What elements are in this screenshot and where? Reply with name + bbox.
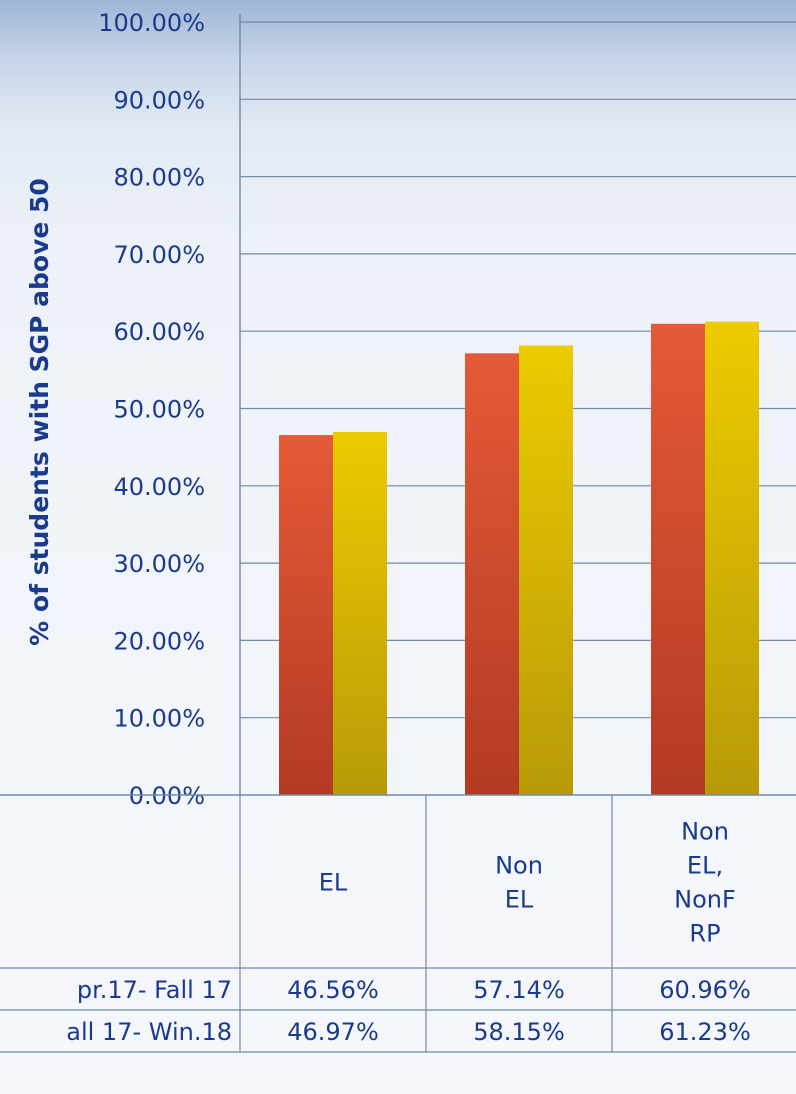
bar-series2-2 [519,345,573,795]
category-label: EL [319,869,348,897]
y-tick-label: 70.00% [113,241,205,269]
data-label: 46.56% [287,976,379,1004]
y-tick-label: 90.00% [113,86,205,114]
legend-series-name: pr.17- Fall 17 [77,976,232,1004]
data-label: 61.23% [659,1018,751,1046]
data-table: EL Non EL Non EL, NonF RP pr.17- Fall 17 46.56% 5… [0,794,796,1053]
y-tick-label: 20.00% [113,627,205,655]
data-label: 57.14% [473,976,565,1004]
category-label: Non [495,852,543,880]
bar-series2-1 [333,431,387,795]
bar-series1-2 [465,353,519,795]
y-tick-label: 80.00% [113,164,205,192]
bar-series2-3 [705,321,759,795]
y-tick-label: 100.00% [98,9,205,37]
y-tick-label: 40.00% [113,473,205,501]
legend-series-name: all 17- Win.18 [66,1018,232,1046]
y-axis-label: % of students with SGP above 50 [25,178,54,646]
data-label: 60.96% [659,976,751,1004]
data-label: 46.97% [287,1018,379,1046]
category-label: EL, [687,852,723,880]
bars [279,321,759,795]
category-label: EL [505,886,534,914]
y-tick-label: 60.00% [113,318,205,346]
y-tick-label: 30.00% [113,550,205,578]
data-label: 58.15% [473,1018,565,1046]
bar-series1-3 [651,323,705,795]
y-tick-label: 50.00% [113,396,205,424]
category-label: RP [689,920,720,948]
y-tick-labels: 0.00% 10.00% 20.00% 30.00% 40.00% 50.00% 60.00… [98,9,205,810]
y-tick-label: 10.00% [113,705,205,733]
category-label: Non [681,818,729,846]
category-label: NonF [674,886,736,914]
bar-series1-1 [279,435,333,795]
y-tick-label: 0.00% [129,782,205,810]
